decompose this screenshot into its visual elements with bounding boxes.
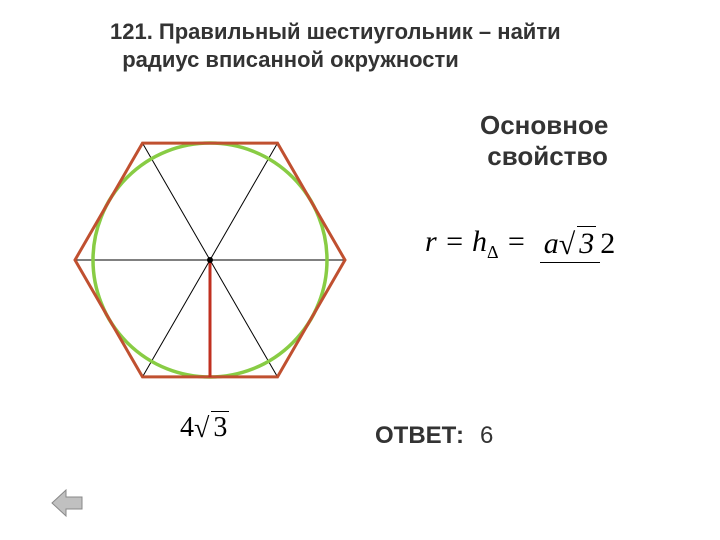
subtitle-line1: Основное — [480, 110, 608, 140]
denominator: 2 — [600, 225, 615, 260]
eq2: = — [499, 225, 534, 258]
num-rad: 3 — [577, 226, 596, 260]
hexagon-diagram — [45, 105, 375, 415]
coef: 4 — [180, 412, 194, 443]
side-length-value: 43 — [180, 412, 229, 444]
slide-subtitle: Основное свойство — [480, 110, 608, 172]
formula-sub: Δ — [487, 242, 499, 262]
formula: r = hΔ = a32 — [425, 225, 615, 263]
formula-r: r — [425, 225, 437, 258]
eq1: = — [437, 225, 472, 258]
slide-title: 121. Правильный шестиугольник – найти ра… — [110, 18, 650, 73]
title-line2: радиус вписанной окружности — [122, 47, 459, 72]
radicand: 3 — [211, 411, 229, 443]
formula-h: h — [472, 225, 487, 258]
nav-back-icon[interactable] — [50, 488, 84, 518]
title-line1: 121. Правильный шестиугольник – найти — [110, 19, 561, 44]
answer-value: 6 — [480, 422, 493, 450]
subtitle-line2: свойство — [487, 141, 608, 171]
answer-label: ОТВЕТ: — [375, 422, 464, 450]
num-coef: a — [544, 227, 559, 260]
